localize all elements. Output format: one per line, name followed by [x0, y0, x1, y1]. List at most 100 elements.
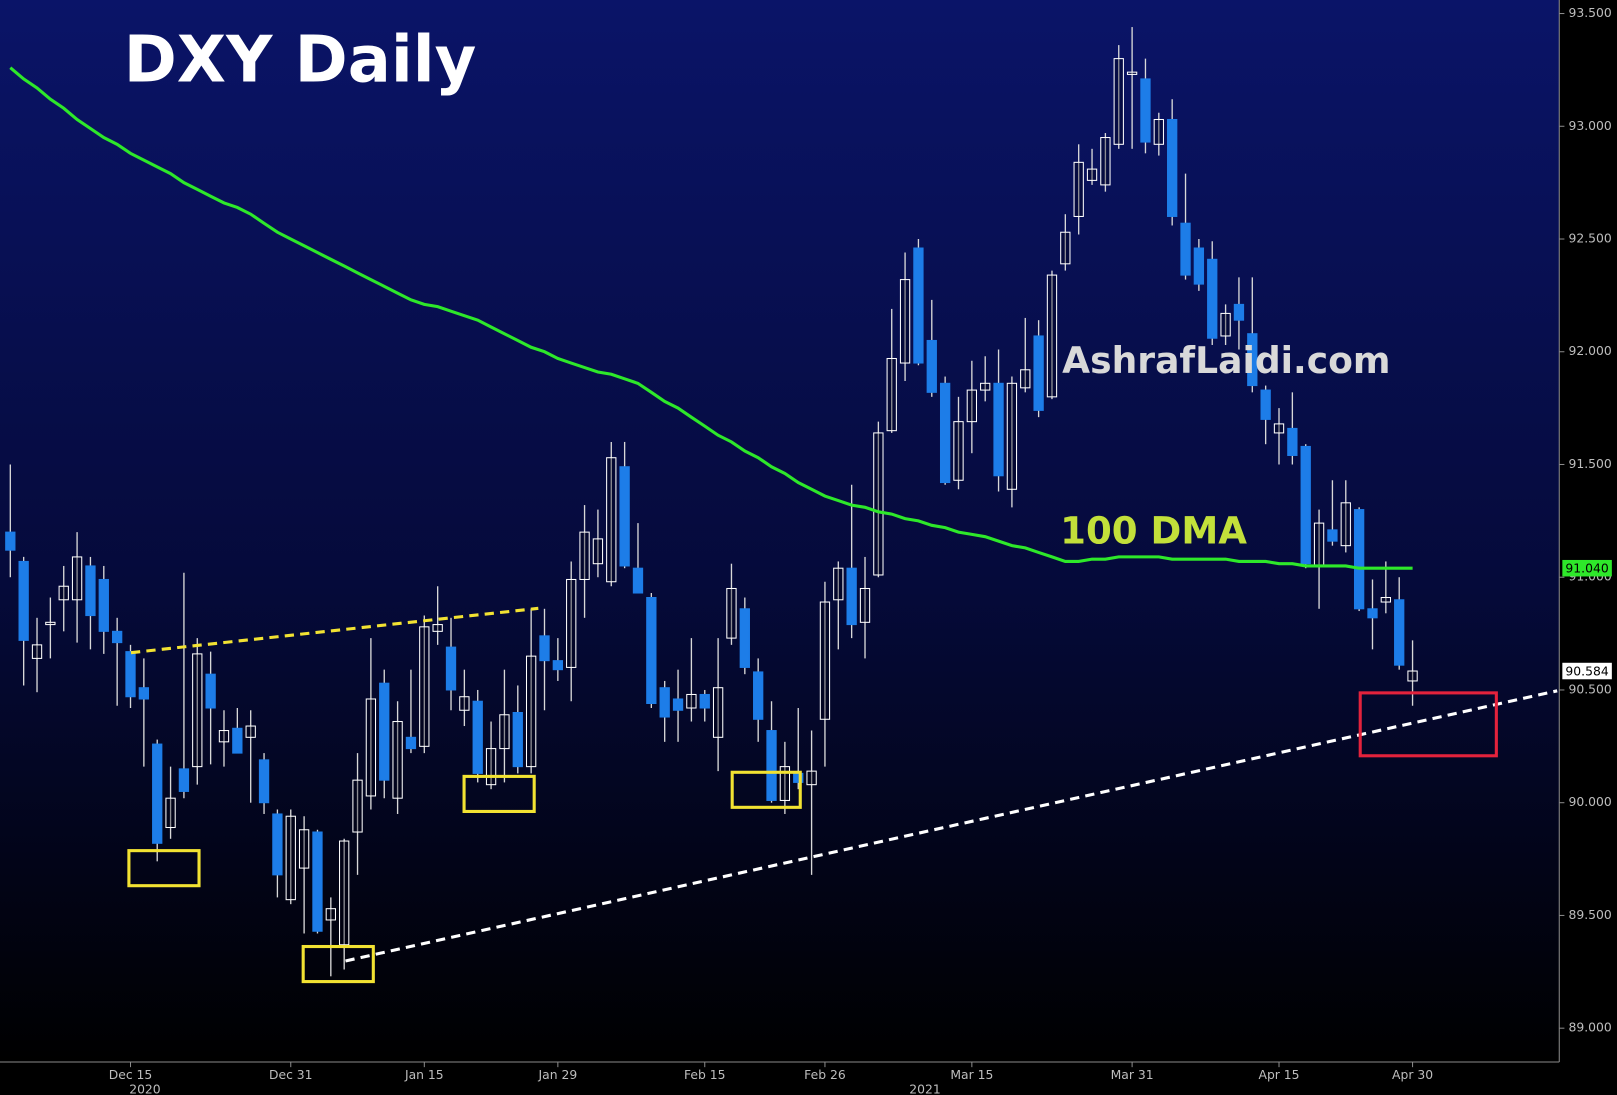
candle-up [298, 829, 310, 869]
marks [5, 27, 1418, 977]
candle-up [365, 698, 377, 797]
candle-up [1020, 369, 1031, 389]
candle-up [1073, 161, 1084, 217]
candle-up [45, 621, 56, 626]
candle-up [819, 601, 831, 720]
watermark: AshrafLaidi.com [1062, 340, 1390, 382]
candle-down [512, 711, 523, 768]
y-tick-label: 92.000 [1569, 344, 1612, 358]
candle-up [899, 279, 911, 364]
year-label: 2020 [129, 1082, 161, 1095]
candle-down [1353, 509, 1365, 610]
candle-down [1300, 445, 1311, 565]
candle-up [339, 840, 350, 946]
candle-up [966, 389, 978, 423]
candle-down [1327, 529, 1338, 542]
y-tick-label: 92.500 [1569, 232, 1612, 246]
candle-up [806, 770, 817, 786]
candle-up [873, 432, 884, 576]
candle-up [579, 531, 590, 580]
candle-down [646, 597, 657, 705]
candle-down [125, 651, 136, 698]
candle-up [779, 766, 791, 801]
candle-up [833, 567, 844, 601]
price-marker-label: 91.040 [1565, 562, 1608, 576]
candle-down [1207, 258, 1218, 339]
x-tick-label: Apr 30 [1392, 1068, 1433, 1082]
candle-down [1367, 608, 1378, 619]
candle-down [379, 682, 390, 781]
y-tick-label: 89.500 [1569, 908, 1612, 922]
candle-up [1220, 312, 1231, 337]
y-tick-label: 91.500 [1569, 457, 1612, 471]
ma-label: 100 DMA [1060, 510, 1247, 553]
candle-up [499, 714, 510, 750]
x-tick-label: Dec 31 [269, 1068, 313, 1082]
x-tick-label: Mar 15 [950, 1068, 993, 1082]
candle-up [459, 696, 470, 711]
x-tick-label: Mar 31 [1111, 1068, 1154, 1082]
candle-down [111, 630, 123, 644]
candle-up [285, 815, 296, 901]
candle-down [312, 831, 323, 932]
candle-up [1407, 670, 1418, 682]
candle-up [859, 587, 871, 623]
candle-down [739, 608, 750, 668]
candle-down [258, 759, 270, 804]
candle-down [5, 531, 16, 551]
candle-down [1033, 335, 1044, 411]
candle-up [432, 624, 443, 632]
candle-down [445, 646, 457, 691]
candle-up [1086, 168, 1098, 181]
candle-down [1167, 118, 1178, 217]
price-marker [1562, 662, 1612, 680]
x-tick-label: Apr 15 [1258, 1068, 1299, 1082]
y-tick-label: 93.000 [1569, 119, 1612, 133]
candle-down [1140, 78, 1151, 143]
candle-up [58, 585, 69, 601]
candle-down [619, 466, 630, 567]
x-tick-label: Jan 29 [537, 1068, 577, 1082]
candle-down [672, 698, 684, 711]
chart-title: DXY Daily [124, 24, 477, 98]
y-tick-label: 90.500 [1569, 682, 1612, 696]
highlight-box [301, 944, 375, 984]
candle-up [325, 908, 336, 921]
candle-down [632, 567, 644, 594]
candle-up [192, 653, 203, 768]
candle-up [953, 421, 964, 481]
candle-up [485, 748, 497, 786]
highlight-box [127, 849, 201, 888]
candle-down [405, 736, 417, 750]
y-tick-label: 90.000 [1569, 795, 1612, 809]
candle-up [419, 626, 430, 747]
candle-down [993, 382, 1004, 477]
candle-up [606, 457, 617, 583]
candle-up [525, 655, 537, 768]
candle-up [218, 730, 230, 743]
highlight-box [730, 770, 802, 809]
candle-down [1260, 389, 1271, 420]
candle-up [726, 587, 737, 639]
candle-down [1287, 427, 1298, 456]
price-marker-label: 90.584 [1565, 665, 1608, 679]
candle-up [352, 779, 363, 833]
candle-down [85, 565, 96, 617]
candle-down [18, 560, 29, 641]
candle-up [1046, 274, 1058, 398]
candle-up [1060, 231, 1071, 265]
candle-down [232, 727, 243, 754]
candle-down [699, 693, 710, 709]
candle-down [539, 635, 550, 662]
target-box [1358, 691, 1498, 758]
candle-up [31, 644, 43, 659]
support-line [345, 689, 1558, 963]
candle-up [980, 382, 991, 391]
candle-up [1340, 502, 1351, 547]
candle-down [205, 673, 216, 709]
candle-up [1313, 522, 1325, 567]
candle-down [272, 813, 283, 876]
candle-up [1126, 71, 1138, 75]
